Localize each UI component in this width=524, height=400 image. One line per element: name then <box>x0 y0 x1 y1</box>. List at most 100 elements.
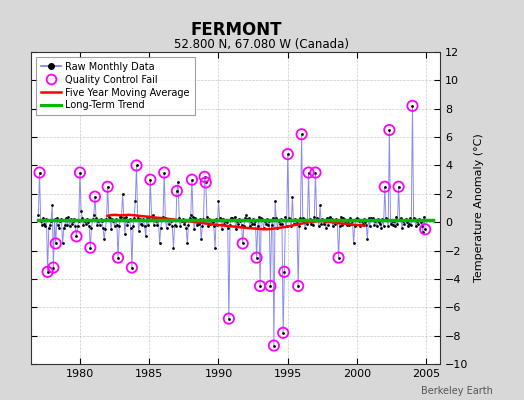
Point <box>160 169 168 176</box>
Point <box>184 222 193 228</box>
Point <box>62 215 70 221</box>
Point <box>266 283 275 289</box>
Point <box>346 215 354 221</box>
Point <box>317 220 325 227</box>
Point <box>221 218 230 224</box>
Point <box>156 240 164 247</box>
Point <box>319 220 328 227</box>
Point <box>137 220 145 227</box>
Point <box>407 222 416 228</box>
Point <box>256 283 264 289</box>
Point <box>334 254 343 261</box>
Point <box>180 220 188 227</box>
Point <box>82 220 90 227</box>
Point <box>202 179 210 186</box>
Point <box>311 169 320 176</box>
Point <box>194 220 203 227</box>
Point <box>124 218 133 224</box>
Point <box>401 216 410 222</box>
Point <box>238 240 247 247</box>
Point <box>90 212 98 218</box>
Point <box>42 216 51 222</box>
Point <box>183 240 191 247</box>
Point <box>335 223 344 230</box>
Point <box>67 216 75 222</box>
Point <box>325 215 333 221</box>
Point <box>243 216 252 222</box>
Point <box>373 223 381 230</box>
Point <box>376 220 384 227</box>
Point <box>146 176 155 183</box>
Point <box>187 212 195 218</box>
Point <box>231 213 239 220</box>
Point <box>129 223 137 230</box>
Point <box>413 218 421 224</box>
Point <box>112 216 120 222</box>
Point <box>233 218 241 224</box>
Point <box>295 223 303 230</box>
Point <box>177 218 185 224</box>
Point <box>86 244 94 251</box>
Point <box>208 218 216 224</box>
Point <box>43 269 52 275</box>
Point <box>309 222 318 228</box>
Point <box>203 213 211 220</box>
Point <box>311 169 320 176</box>
Point <box>222 219 231 225</box>
Point <box>95 222 104 228</box>
Point <box>79 222 88 228</box>
Point <box>106 215 114 221</box>
Point <box>50 216 59 222</box>
Point <box>113 222 121 228</box>
Point <box>127 225 135 231</box>
Point <box>363 236 372 242</box>
Point <box>232 226 240 232</box>
Point <box>72 233 81 240</box>
Point <box>227 215 235 221</box>
Point <box>153 222 161 228</box>
Point <box>151 215 159 221</box>
Point <box>168 223 177 230</box>
Point <box>331 220 340 227</box>
Point <box>41 223 49 230</box>
Point <box>51 240 60 247</box>
Point <box>76 169 84 176</box>
Point <box>158 216 166 222</box>
Point <box>340 216 348 222</box>
Point <box>380 184 389 190</box>
Point <box>282 223 291 230</box>
Point <box>278 220 286 227</box>
Point <box>185 215 194 221</box>
Point <box>298 131 306 138</box>
Point <box>35 169 43 176</box>
Point <box>117 213 126 220</box>
Point <box>109 218 117 224</box>
Point <box>241 215 249 221</box>
Point <box>258 216 267 222</box>
Point <box>350 240 358 247</box>
Point <box>63 222 71 228</box>
Point <box>225 316 233 322</box>
Point <box>333 219 342 225</box>
Point <box>175 215 183 221</box>
Point <box>408 103 417 109</box>
Point <box>290 216 299 222</box>
Point <box>420 213 428 220</box>
Point <box>215 215 224 221</box>
Point <box>236 218 245 224</box>
Point <box>264 222 272 228</box>
Point <box>119 215 128 221</box>
Point <box>318 216 326 222</box>
Point <box>385 127 394 133</box>
Point <box>389 222 397 228</box>
Point <box>157 225 165 231</box>
Point <box>260 218 269 224</box>
Point <box>166 216 174 222</box>
Point <box>225 316 233 322</box>
Point <box>54 222 62 228</box>
Point <box>88 225 96 231</box>
Point <box>313 216 322 222</box>
Point <box>378 216 387 222</box>
Point <box>114 254 122 261</box>
Point <box>101 226 110 232</box>
